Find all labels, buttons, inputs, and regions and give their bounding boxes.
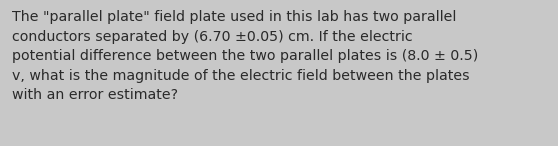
Text: The "parallel plate" field plate used in this lab has two parallel
conductors se: The "parallel plate" field plate used in… (12, 10, 479, 102)
